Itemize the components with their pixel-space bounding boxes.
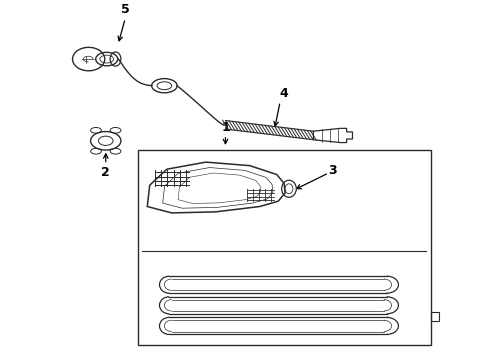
Text: 5: 5 [121, 4, 130, 17]
Text: 4: 4 [280, 87, 289, 100]
Bar [138, 150, 431, 345]
Bar [431, 312, 440, 321]
Text: 2: 2 [101, 166, 110, 179]
Text: 1: 1 [221, 121, 230, 134]
Text: 3: 3 [328, 165, 337, 177]
